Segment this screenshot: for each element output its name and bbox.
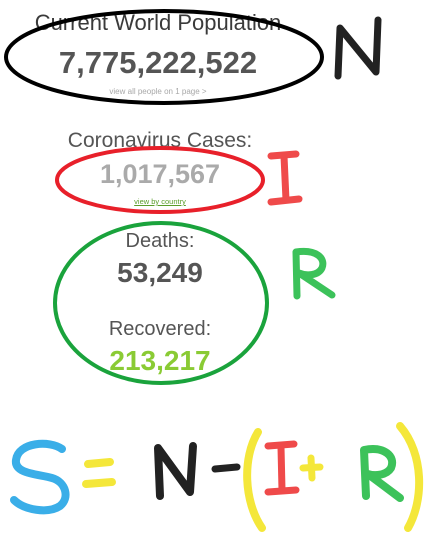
right-paren (396, 422, 424, 532)
letter-r-equation (360, 445, 404, 502)
letter-s-blue (10, 439, 70, 515)
deaths-label: Deaths: (125, 230, 195, 252)
recovered-value: 213,217 (109, 345, 211, 376)
world-population-title: Current World Population (34, 10, 282, 35)
world-population-value: 7,775,222,522 (58, 45, 258, 80)
coronavirus-cases-value: 1,017,567 (99, 159, 221, 189)
minus-sign (211, 463, 241, 473)
view-by-country-link[interactable]: view by country (134, 197, 186, 206)
letter-r-green (292, 247, 336, 300)
recovered-label: Recovered: (108, 318, 212, 340)
letter-n-top (334, 16, 382, 80)
equals-sign (82, 458, 116, 488)
letter-n-equation (154, 442, 197, 500)
deaths-value: 53,249 (117, 257, 203, 288)
left-paren (243, 428, 266, 532)
coronavirus-cases-label: Coronavirus Cases: (67, 129, 253, 152)
letter-i-equation (264, 440, 300, 496)
view-all-people-link[interactable]: view all people on 1 page > (109, 87, 207, 96)
plus-sign (299, 454, 324, 482)
